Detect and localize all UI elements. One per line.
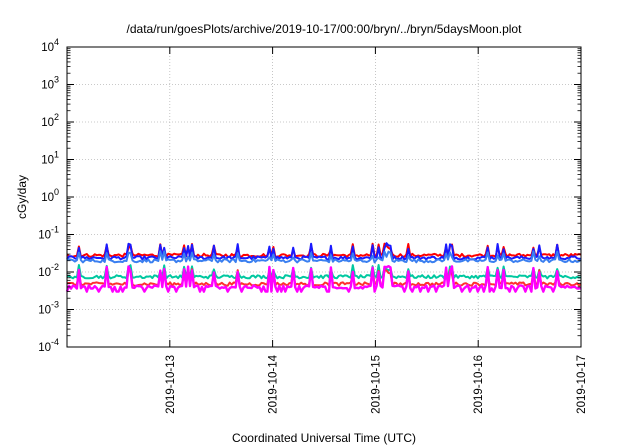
x-tick-label: 2019-10-16 [473, 355, 485, 414]
y-tick-label: 10-2 [38, 262, 59, 279]
series-line [66, 242, 582, 261]
series-layer [65, 242, 582, 293]
series-line [66, 250, 582, 264]
y-axis: 10-4 10-3 10-2 10-1 100 101 102 103 104 [38, 37, 581, 354]
x-axis-label: Coordinated Universal Time (UTC) [232, 431, 416, 445]
x-tick-label: 2019-10-13 [165, 355, 177, 414]
x-tick-label: 2019-10-15 [370, 355, 382, 414]
y-tick-label: 104 [41, 37, 59, 54]
series-line [66, 264, 581, 280]
y-tick-label: 10-4 [38, 337, 59, 354]
y-axis-label: cGy/day [15, 175, 29, 219]
x-axis: 2019-10-13 2019-10-14 2019-10-15 2019-10-16… [165, 47, 588, 414]
plot-frame [66, 46, 582, 348]
y-tick-label: 10-3 [38, 300, 59, 317]
y-tick-label: 10-1 [38, 225, 59, 242]
x-tick-label: 2019-10-14 [268, 354, 280, 413]
y-tick-label: 103 [41, 75, 59, 92]
y-tick-label: 101 [41, 150, 59, 167]
y-tick-label: 100 [41, 187, 59, 204]
x-tick-label: 2019-10-17 [576, 355, 588, 414]
grid [67, 47, 581, 347]
series-line [65, 265, 582, 293]
y-tick-label: 102 [41, 112, 59, 129]
chart-title: /data/run/goesPlots/archive/2019-10-17/0… [127, 22, 523, 36]
